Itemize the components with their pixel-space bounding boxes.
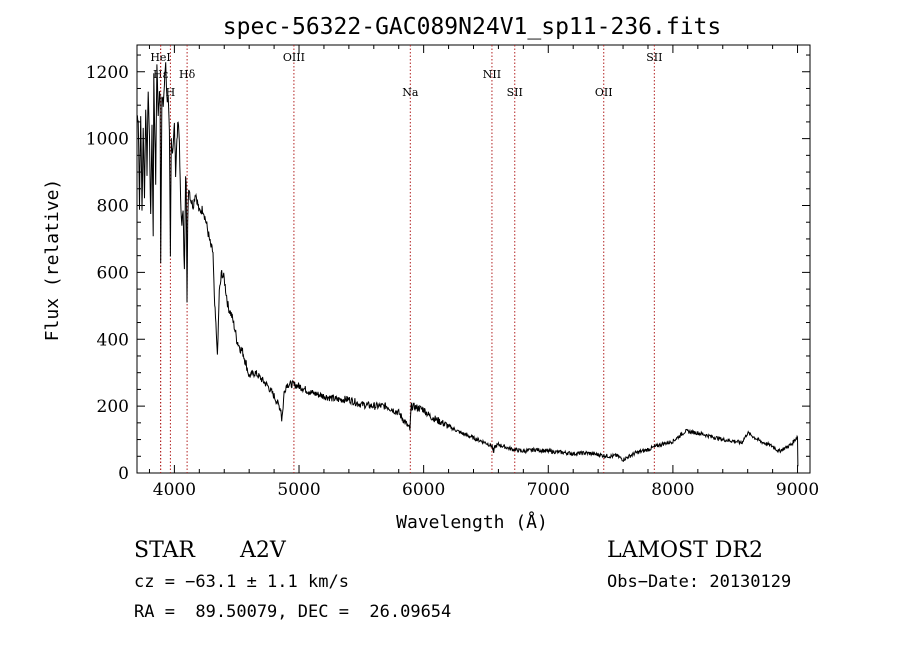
spectral-line-label-2: H [166, 86, 176, 99]
x-tick-label-2: 6000 [402, 480, 445, 500]
spectral-line-label-6: NII [483, 68, 501, 81]
x-tick-label-5: 9000 [776, 480, 819, 500]
x-tick-label-4: 8000 [651, 480, 694, 500]
x-tick-label-3: 7000 [527, 480, 570, 500]
survey-release: LAMOST DR2 [607, 538, 763, 563]
y-tick-label-4: 800 [97, 197, 129, 217]
observation-date: Obs−Date: 20130129 [607, 572, 792, 592]
spectral-line-label-3: Hδ [179, 68, 196, 81]
y-tick-label-5: 1000 [86, 130, 129, 150]
x-axis-label: Wavelength (Å) [396, 511, 548, 533]
y-axis-label: Flux (relative) [42, 179, 63, 342]
spectral-line-label-9: SII [646, 51, 662, 64]
x-tick-label-1: 5000 [277, 480, 320, 500]
spectral-line-label-5: Na [402, 86, 419, 99]
y-tick-label-1: 200 [97, 397, 129, 417]
y-tick-label-6: 1200 [86, 63, 129, 83]
spectral-line-label-1: HeI [150, 51, 170, 64]
redshift-velocity: cz = −63.1 ± 1.1 km/s [134, 572, 349, 592]
x-tick-label-0: 4000 [153, 480, 196, 500]
sky-coordinates: RA = 89.50079, DEC = 26.09654 [134, 602, 452, 622]
y-tick-label-0: 0 [118, 464, 129, 484]
y-tick-label-3: 600 [97, 263, 129, 283]
spectral-line-label-8: OII [595, 86, 613, 99]
spectrum-line [136, 62, 799, 467]
chart-title: spec-56322-GAC089N24V1_sp11-236.fits [223, 14, 722, 40]
object-class: STAR [134, 538, 195, 563]
plot-frame [136, 44, 811, 474]
y-tick-label-2: 400 [97, 330, 129, 350]
spectral-subclass: A2V [240, 538, 286, 563]
spectral-line-label-7: SII [507, 86, 523, 99]
spectral-line-label-4: OIII [283, 51, 305, 64]
